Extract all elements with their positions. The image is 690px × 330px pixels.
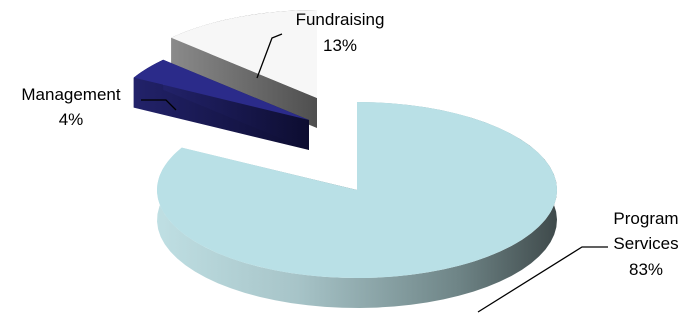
pie-slice-wall bbox=[171, 37, 317, 128]
pie-slice-wall bbox=[133, 77, 309, 150]
value-label-management: 4% bbox=[59, 110, 84, 129]
label-program-services-line1: Program bbox=[613, 209, 678, 228]
label-fundraising: Fundraising bbox=[296, 10, 385, 29]
label-program-services-line2: Services bbox=[613, 234, 678, 253]
pie-slice-top bbox=[156, 102, 557, 279]
leader-line-fundraising bbox=[256, 33, 283, 79]
value-label-program-services: 83% bbox=[629, 260, 663, 279]
value-label-fundraising: 13% bbox=[323, 36, 357, 55]
pie-slice-fundraising bbox=[171, 10, 317, 128]
pie-slice-program-services bbox=[156, 102, 557, 308]
pie-slice-top bbox=[133, 59, 309, 120]
leader-line-program-services bbox=[477, 246, 608, 313]
leader-line-management bbox=[141, 99, 177, 111]
pie-slice-management bbox=[133, 59, 309, 150]
pie-slice-top bbox=[171, 10, 317, 98]
label-management: Management bbox=[21, 85, 121, 104]
